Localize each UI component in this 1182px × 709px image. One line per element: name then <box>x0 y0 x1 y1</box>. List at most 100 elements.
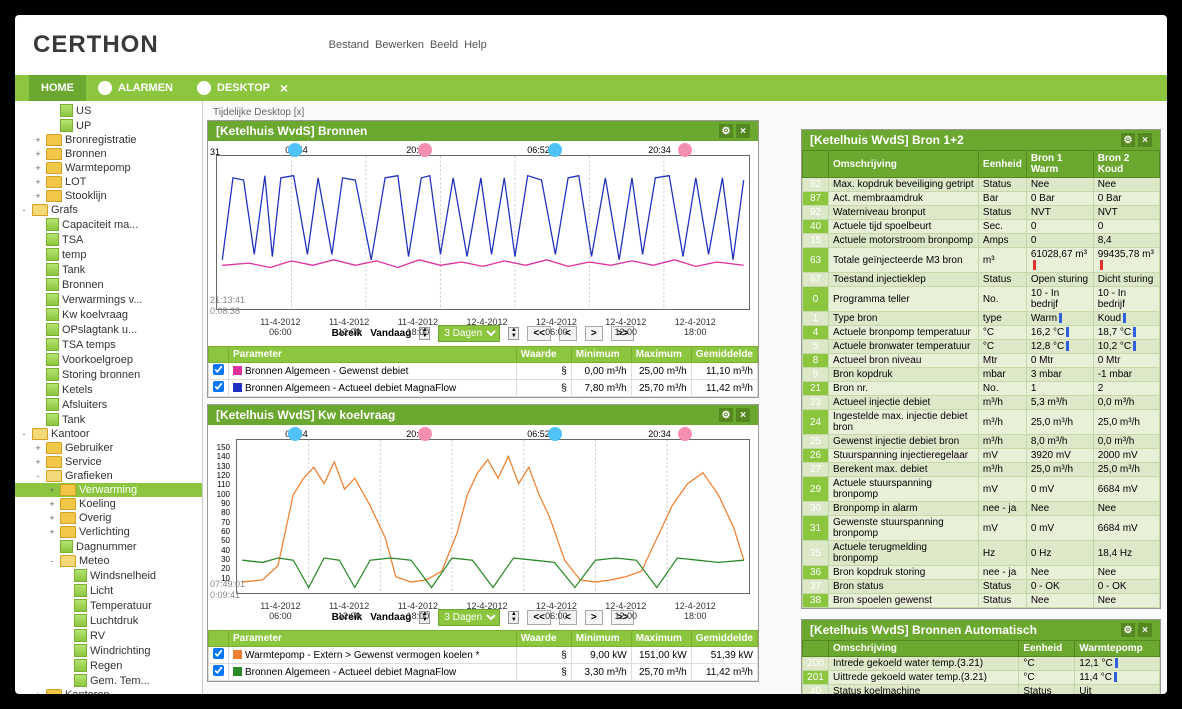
tree-node[interactable]: +Bronnen <box>15 147 202 161</box>
menu-help[interactable]: Help <box>464 39 487 51</box>
table-row[interactable]: 5Actuele bronwater temperatuur°C12,8 °C1… <box>803 340 1160 354</box>
menu-bewerken[interactable]: Bewerken <box>375 39 424 51</box>
gear-icon[interactable]: ⚙ <box>719 408 733 422</box>
tree-node[interactable]: Verwarmings v... <box>15 292 202 307</box>
tab-desktop[interactable]: DESKTOP× <box>185 75 300 101</box>
table-row[interactable]: 8Actueel bron niveauMtr0 Mtr0 Mtr <box>803 354 1160 368</box>
table-row[interactable]: 40Status koelmachineStatusUit <box>803 685 1160 695</box>
tree-node[interactable]: Ketels <box>15 382 202 397</box>
table-row[interactable]: 27Berekent max. debietm³/h25,0 m³/h25,0 … <box>803 463 1160 477</box>
tree-node[interactable]: Tank <box>15 412 202 427</box>
tree-node[interactable]: -Meteo <box>15 554 202 568</box>
tree-node[interactable]: Kw koelvraag <box>15 307 202 322</box>
tree-node[interactable]: temp <box>15 247 202 262</box>
param-checkbox[interactable] <box>213 648 224 659</box>
alarm-icon <box>98 81 112 95</box>
table-row[interactable]: 25Gewenst injectie debiet bronm³/h8,0 m³… <box>803 435 1160 449</box>
tree-node[interactable]: Windsnelheid <box>15 568 202 583</box>
close-panel-icon[interactable]: × <box>736 408 750 422</box>
close-panel-icon[interactable]: × <box>1138 623 1152 637</box>
table-row[interactable]: 201Uittrede gekoeld water temp.(3.21)°C1… <box>803 671 1160 685</box>
tree-node[interactable]: +Verlichting <box>15 525 202 539</box>
tree-node[interactable]: Dagnummer <box>15 539 202 554</box>
data-table: OmschrijvingEenheidWarmtepomp200Intrede … <box>802 640 1160 694</box>
tree-node[interactable]: +Koeling <box>15 497 202 511</box>
tree-node[interactable]: Licht <box>15 583 202 598</box>
tree-node[interactable]: RV <box>15 628 202 643</box>
tree-node[interactable]: +Stooklijn <box>15 189 202 203</box>
tree-node[interactable]: Temperatuur <box>15 598 202 613</box>
close-panel-icon[interactable]: × <box>736 124 750 138</box>
tree-node[interactable]: TSA <box>15 232 202 247</box>
tree-node[interactable]: +Gebruiker <box>15 441 202 455</box>
tree-node[interactable]: Regen <box>15 658 202 673</box>
tree-node[interactable]: Tank <box>15 262 202 277</box>
time-label: 21:13:41 <box>210 295 245 305</box>
tree-node[interactable]: +Service <box>15 455 202 469</box>
tree-node[interactable]: Windrichting <box>15 643 202 658</box>
tree-node[interactable]: +LOT <box>15 175 202 189</box>
tree-node[interactable]: Luchtdruk <box>15 613 202 628</box>
table-row[interactable]: 38Bron spoelen gewenstStatusNeeNee <box>803 594 1160 608</box>
table-row[interactable]: 24Ingestelde max. injectie debiet bronm³… <box>803 410 1160 435</box>
tab-home[interactable]: HOME <box>29 75 86 101</box>
table-row[interactable]: 82Max. kopdruk beveiliging getriptStatus… <box>803 178 1160 192</box>
tree-node[interactable]: +Verwarming <box>15 483 202 497</box>
table-row[interactable]: 1Type brontypeWarmKoud <box>803 312 1160 326</box>
menu-beeld[interactable]: Beeld <box>430 39 458 51</box>
tree-node[interactable]: TSA temps <box>15 337 202 352</box>
table-row[interactable]: 30Bronpomp in alarmnee - jaNeeNee <box>803 502 1160 516</box>
close-icon[interactable]: × <box>280 80 288 96</box>
table-row[interactable]: 4Actuele bronpomp temperatuur°C16,2 °C18… <box>803 326 1160 340</box>
table-row[interactable]: 23Actueel injectie debietm³/h5,3 m³/h0,0… <box>803 396 1160 410</box>
tab-alarms[interactable]: ALARMEN <box>86 75 185 101</box>
table-row[interactable]: 87Act. membraamdrukBar0 Bar0 Bar <box>803 192 1160 206</box>
tree-node[interactable]: OPslagtank u... <box>15 322 202 337</box>
tree-node[interactable]: UP <box>15 118 202 133</box>
tree-node[interactable]: Capaciteit ma... <box>15 217 202 232</box>
logo: CERTHON <box>33 31 159 59</box>
gear-icon[interactable]: ⚙ <box>719 124 733 138</box>
panel-header: [Ketelhuis WvdS] Bron 1+2 ⚙× <box>802 130 1160 150</box>
table-row[interactable]: 35Actuele terugmelding bronpompHz0 Hz18,… <box>803 541 1160 566</box>
tree-node[interactable]: Bronnen <box>15 277 202 292</box>
table-row[interactable]: 92Waterniveau bronputStatusNVTNVT <box>803 206 1160 220</box>
moon-icon <box>678 427 692 441</box>
table-row[interactable]: 15Actuele motorstroom bronpompAmps08,4 <box>803 234 1160 248</box>
tree-node[interactable]: Gem. Tem... <box>15 673 202 688</box>
tree-node[interactable]: Afsluiters <box>15 397 202 412</box>
tree-node[interactable]: +Bronregistratie <box>15 133 202 147</box>
table-row[interactable]: 0Programma tellerNo.10 - In bedrijf10 - … <box>803 287 1160 312</box>
table-row[interactable]: 40Actuele tijd spoelbeurtSec.00 <box>803 220 1160 234</box>
tree-node[interactable]: US <box>15 103 202 118</box>
menu-bestand[interactable]: Bestand <box>329 39 369 51</box>
tree-sidebar[interactable]: USUP+Bronregistratie+Bronnen+Warmtepomp+… <box>15 101 203 694</box>
tree-node[interactable]: Storing bronnen <box>15 367 202 382</box>
table-row[interactable]: 9Bron kopdrukmbar3 mbar-1 mbar <box>803 368 1160 382</box>
tree-node[interactable]: +Overig <box>15 511 202 525</box>
x-labels: 11-4-201206:0011-4-201212:0011-4-201218:… <box>216 599 750 621</box>
table-row[interactable]: 67Toestand injectieklepStatusOpen sturin… <box>803 273 1160 287</box>
tree-node[interactable]: +Kantoren <box>15 688 202 694</box>
close-panel-icon[interactable]: × <box>1138 133 1152 147</box>
tree-node[interactable]: -Kantoor <box>15 427 202 441</box>
param-checkbox[interactable] <box>213 381 224 392</box>
table-row[interactable]: 21Bron nr.No.12 <box>803 382 1160 396</box>
table-row[interactable]: 26Stuurspanning injectieregelaarmV3920 m… <box>803 449 1160 463</box>
moon-icon <box>418 427 432 441</box>
gear-icon[interactable]: ⚙ <box>1121 133 1135 147</box>
tree-node[interactable]: +Warmtepomp <box>15 161 202 175</box>
tree-node[interactable]: Voorkoelgroep <box>15 352 202 367</box>
param-checkbox[interactable] <box>213 665 224 676</box>
table-row[interactable]: 29Actuele stuurspanning bronpompmV0 mV66… <box>803 477 1160 502</box>
param-checkbox[interactable] <box>213 364 224 375</box>
panel-bronnen: [Ketelhuis WvdS] Bronnen ⚙ × 31 0 <box>207 120 759 398</box>
table-row[interactable]: 200Intrede gekoeld water temp.(3.21)°C12… <box>803 657 1160 671</box>
table-row[interactable]: 36Bron kopdruk storingnee - jaNeeNee <box>803 566 1160 580</box>
tree-node[interactable]: -Grafs <box>15 203 202 217</box>
table-row[interactable]: 31Gewenste stuurspanning bronpompmV0 mV6… <box>803 516 1160 541</box>
table-row[interactable]: 37Bron statusStatus0 - OK0 - OK <box>803 580 1160 594</box>
gear-icon[interactable]: ⚙ <box>1121 623 1135 637</box>
tree-node[interactable]: -Grafieken <box>15 469 202 483</box>
table-row[interactable]: 63Totale geïnjecteerde M3 bronm³61028,67… <box>803 248 1160 273</box>
